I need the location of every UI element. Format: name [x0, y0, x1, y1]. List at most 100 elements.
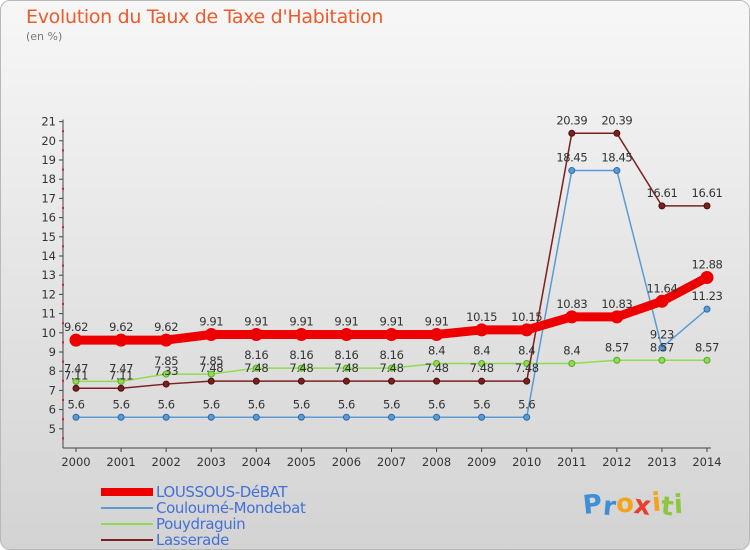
data-label: 7.85: [154, 354, 178, 368]
data-label: 7.11: [64, 368, 88, 382]
y-minor-tick: [62, 399, 64, 401]
data-point: [478, 377, 486, 385]
y-minor-tick: [62, 360, 64, 363]
data-label: 7.33: [154, 364, 178, 378]
legend-swatch: [101, 523, 153, 525]
y-tick-label: 19: [41, 153, 56, 167]
data-point: [339, 328, 353, 342]
data-point: [655, 294, 669, 308]
y-tick-label: 5: [49, 422, 56, 436]
data-point: [162, 413, 170, 421]
data-label: 5.6: [158, 397, 175, 411]
data-point: [523, 377, 531, 385]
y-minor-tick: [62, 437, 64, 440]
data-point: [658, 202, 666, 210]
x-tick-label: 2003: [197, 455, 226, 469]
data-label: 9.23: [650, 328, 674, 342]
y-minor-tick: [62, 226, 64, 229]
data-label: 7.48: [199, 361, 223, 375]
data-label: 9.62: [154, 320, 178, 334]
data-point: [433, 360, 441, 368]
data-label: 7.47: [109, 361, 133, 375]
data-point: [117, 384, 125, 392]
data-label: 5.6: [428, 397, 445, 411]
data-point: [117, 377, 125, 385]
legend-label: LOUSSOUS-DéBAT: [156, 483, 288, 501]
series-1: [72, 167, 711, 421]
y-minor-tick: [62, 207, 64, 209]
chart-subtitle: (en %): [26, 30, 63, 43]
data-label: 8.16: [289, 348, 313, 362]
data-label: 5.6: [338, 397, 355, 411]
data-label: 8.16: [334, 348, 358, 362]
data-label: 9.91: [199, 315, 223, 329]
data-point: [433, 377, 441, 385]
legend-swatch: [101, 488, 153, 496]
y-tick-label: 8: [49, 364, 56, 378]
y-tick-label: 6: [49, 403, 56, 417]
data-point: [207, 413, 215, 421]
data-label: 10.83: [556, 297, 587, 311]
y-minor-tick: [62, 149, 64, 152]
data-label: 8.57: [650, 340, 674, 354]
data-label: 8.16: [379, 348, 403, 362]
data-label: 10.15: [466, 310, 497, 324]
y-minor-tick: [62, 168, 64, 171]
proxiti-logo: Proxiti: [581, 488, 684, 523]
y-tick-label: 21: [41, 115, 56, 129]
y-minor-tick: [62, 130, 64, 133]
data-point: [658, 344, 666, 352]
x-tick-label: 2008: [422, 455, 451, 469]
data-label: 11.23: [692, 289, 723, 303]
data-point: [613, 167, 621, 175]
legend-label: Pouydraguin: [156, 515, 246, 533]
series-3: [72, 129, 711, 392]
y-tick-label: 20: [41, 134, 56, 148]
data-label: 7.47: [64, 361, 88, 375]
data-label: 7.48: [244, 361, 268, 375]
data-point: [69, 333, 83, 347]
data-point: [430, 328, 444, 342]
data-point: [568, 360, 576, 368]
x-tick-label: 2012: [602, 455, 631, 469]
data-point: [520, 323, 534, 337]
legend-label: Couloumé-Mondebat: [156, 499, 306, 517]
data-label: 7.48: [425, 361, 449, 375]
data-point: [72, 413, 80, 421]
x-tick-label: 2006: [332, 455, 361, 469]
data-point: [565, 310, 579, 324]
x-tick-label: 2001: [106, 455, 135, 469]
x-tick-label: 2014: [692, 455, 721, 469]
data-point: [478, 360, 486, 368]
y-tick-label: 14: [41, 249, 56, 263]
y-tick-label: 15: [41, 230, 56, 244]
x-tick-label: 2013: [647, 455, 676, 469]
data-label: 12.88: [692, 258, 723, 272]
x-tick-label: 2005: [287, 455, 316, 469]
data-point: [117, 413, 125, 421]
chart-title: Evolution du Taux de Taxe d'Habitation: [26, 6, 384, 28]
data-label: 18.45: [601, 151, 632, 165]
data-label: 8.4: [563, 344, 580, 358]
y-minor-tick: [62, 322, 64, 325]
data-label: 16.61: [692, 186, 723, 200]
data-label: 8.57: [695, 340, 719, 354]
data-label: 9.91: [379, 315, 403, 329]
data-label: 20.39: [601, 113, 632, 127]
data-label: 8.16: [244, 348, 268, 362]
data-label: 8.4: [518, 344, 535, 358]
x-tick-label: 2010: [512, 455, 541, 469]
data-label: 9.62: [109, 320, 133, 334]
data-label: 5.6: [113, 397, 130, 411]
x-tick-label: 2009: [467, 455, 496, 469]
data-point: [703, 202, 711, 210]
data-label: 5.6: [518, 397, 535, 411]
data-label: 7.48: [515, 361, 539, 375]
data-label: 9.91: [334, 315, 358, 329]
data-point: [610, 310, 624, 324]
data-point: [568, 167, 576, 175]
data-label: 7.48: [334, 361, 358, 375]
x-tick-label: 2004: [242, 455, 271, 469]
data-point: [613, 129, 621, 137]
